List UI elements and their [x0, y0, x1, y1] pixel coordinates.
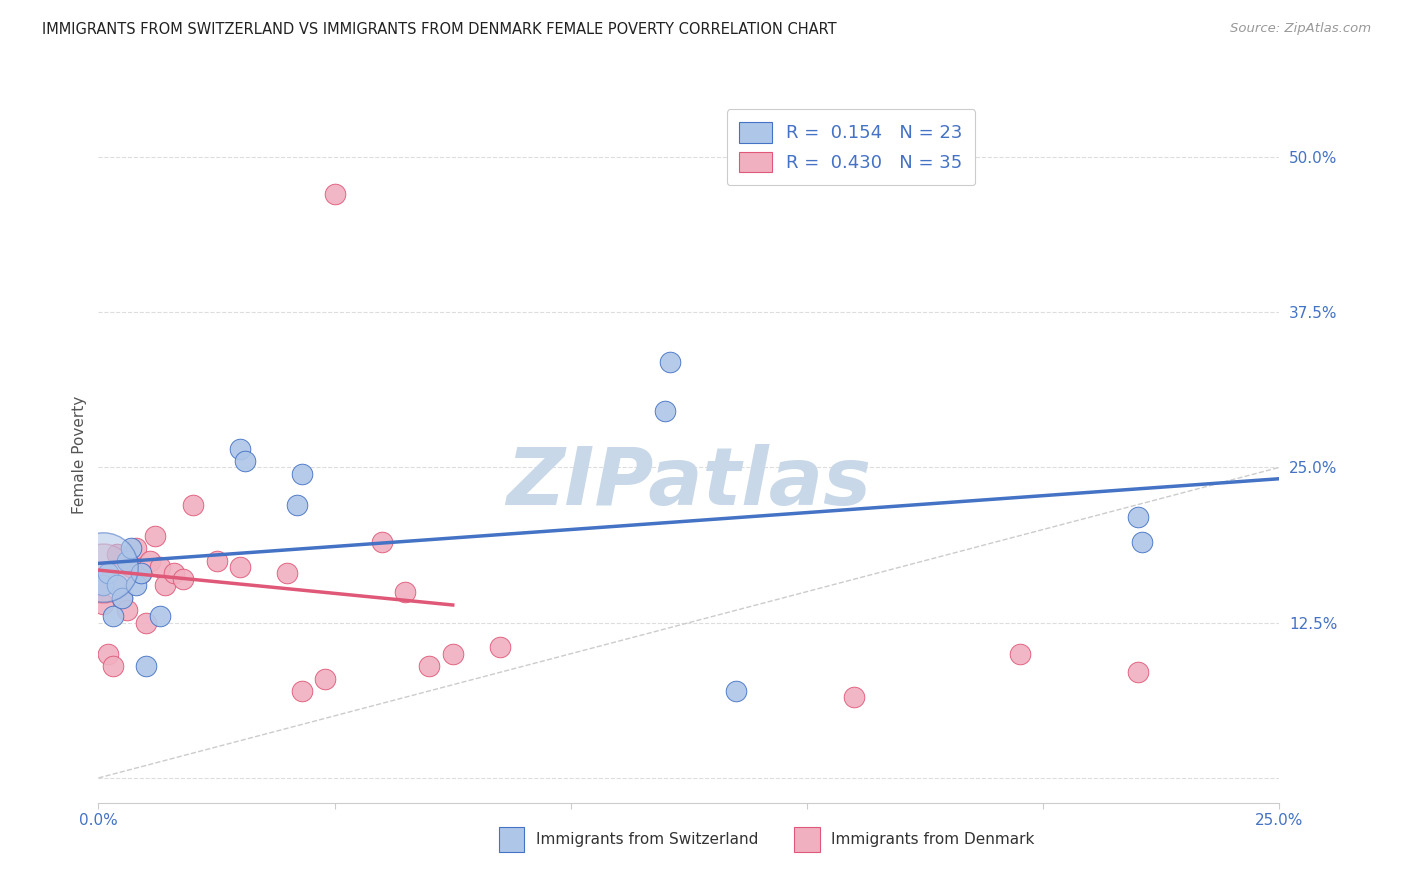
Point [229, 559, 252, 574]
Point [441, 647, 464, 661]
Point [1132, 534, 1154, 549]
Point [129, 566, 152, 580]
Point [91, 578, 114, 592]
Point [276, 566, 298, 580]
Point [149, 559, 172, 574]
Point [143, 529, 166, 543]
Point [115, 553, 138, 567]
Text: Immigrants from Denmark: Immigrants from Denmark [831, 832, 1035, 847]
Point [418, 659, 440, 673]
Point [97, 647, 120, 661]
Point [290, 684, 312, 698]
Point [91, 566, 114, 580]
Point [725, 684, 748, 698]
Point [135, 615, 157, 630]
Point [91, 597, 114, 611]
Point [111, 591, 134, 605]
Point [285, 498, 308, 512]
Text: IMMIGRANTS FROM SWITZERLAND VS IMMIGRANTS FROM DENMARK FEMALE POVERTY CORRELATIO: IMMIGRANTS FROM SWITZERLAND VS IMMIGRANT… [42, 22, 837, 37]
Point [121, 541, 143, 555]
Point [153, 578, 176, 592]
Point [1008, 647, 1031, 661]
Point [1126, 510, 1149, 524]
Point [371, 534, 394, 549]
Point [135, 659, 157, 673]
Point [115, 603, 138, 617]
Point [101, 659, 124, 673]
Point [139, 553, 162, 567]
Point [205, 553, 228, 567]
Y-axis label: Female Poverty: Female Poverty [72, 396, 87, 514]
Legend: R =  0.154   N = 23, R =  0.430   N = 35: R = 0.154 N = 23, R = 0.430 N = 35 [727, 109, 976, 186]
Point [121, 559, 143, 574]
Point [149, 609, 172, 624]
Point [172, 572, 194, 586]
Point [659, 355, 682, 369]
Point [233, 454, 256, 468]
Point [323, 187, 346, 202]
Point [654, 404, 676, 418]
Point [125, 541, 148, 555]
Text: Source: ZipAtlas.com: Source: ZipAtlas.com [1230, 22, 1371, 36]
Point [111, 591, 134, 605]
Point [844, 690, 866, 705]
Point [229, 442, 252, 456]
Point [290, 467, 312, 481]
Text: Immigrants from Switzerland: Immigrants from Switzerland [536, 832, 758, 847]
Point [181, 498, 204, 512]
Point [105, 547, 128, 561]
Text: ZIPatlas: ZIPatlas [506, 443, 872, 522]
Point [91, 559, 114, 574]
Point [394, 584, 416, 599]
Point [129, 566, 152, 580]
Point [163, 566, 186, 580]
Point [489, 640, 512, 655]
Point [1126, 665, 1149, 680]
Point [105, 578, 128, 592]
Point [314, 672, 336, 686]
Point [101, 609, 124, 624]
Point [97, 566, 120, 580]
Point [125, 578, 148, 592]
